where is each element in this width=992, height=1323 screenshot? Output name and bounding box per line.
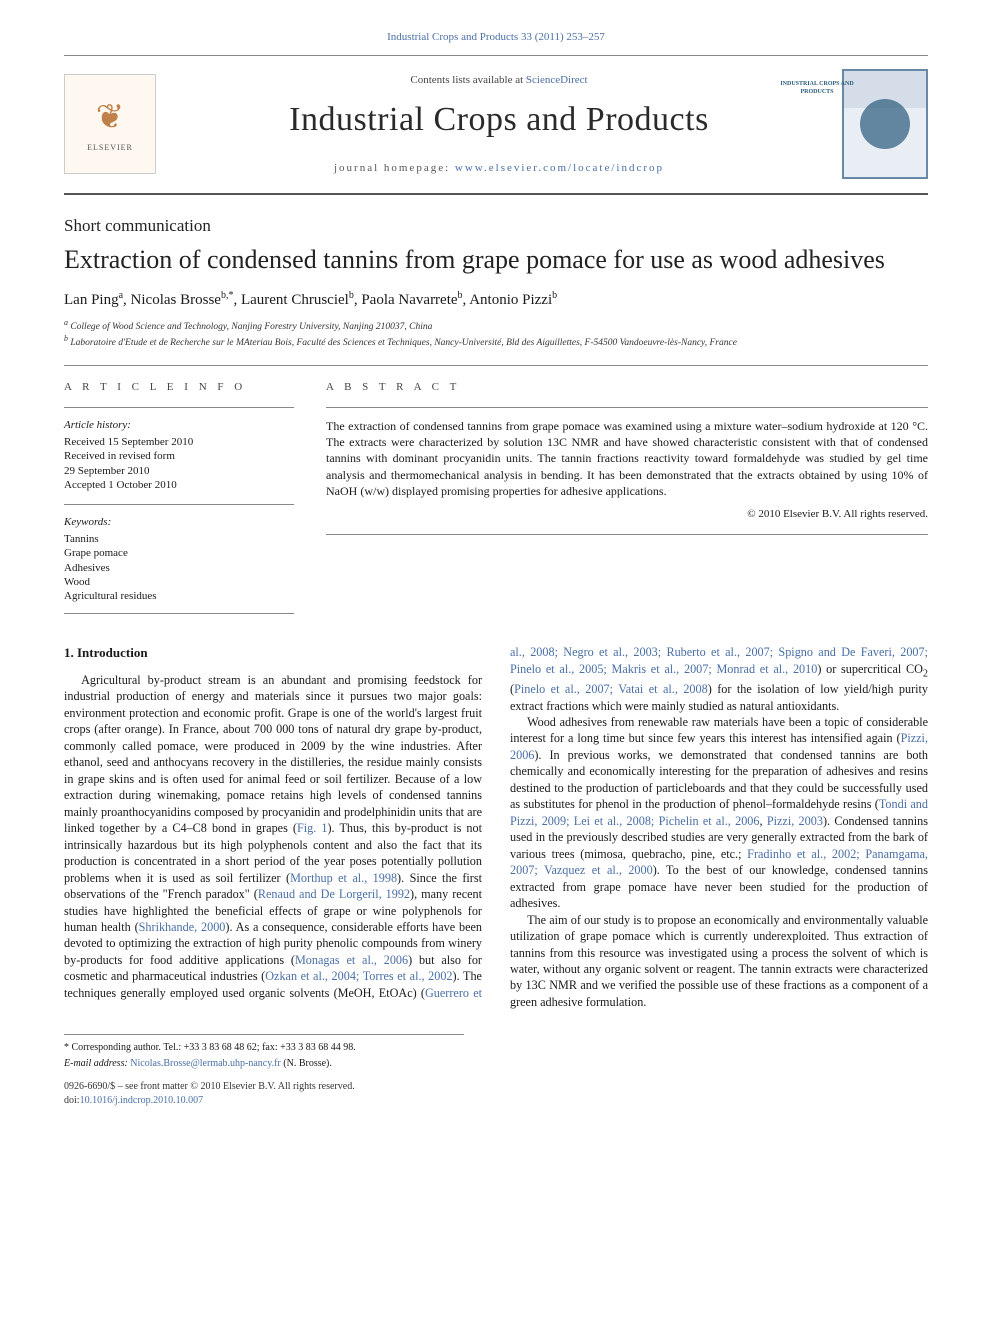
email-line: E-mail address: Nicolas.Brosse@lermab.uh… [64,1057,464,1071]
sciencedirect-link[interactable]: ScienceDirect [526,74,588,86]
affil-b-text: Laboratoire d'Etude et de Recherche sur … [70,338,737,348]
keywords-label: Keywords: [64,504,294,530]
elsevier-tree-icon: ❦ [96,95,125,141]
elsevier-label: ELSEVIER [87,143,133,154]
corr-author-line: * Corresponding author. Tel.: +33 3 83 6… [64,1041,464,1055]
authors-line: Lan Pinga, Nicolas Brosseb,*, Laurent Ch… [64,289,928,310]
intro-para-2: Wood adhesives from renewable raw materi… [510,714,928,912]
doi-line: doi:10.1016/j.indcrop.2010.10.007 [64,1094,928,1108]
homepage-url[interactable]: www.elsevier.com/locate/indcrop [455,162,664,174]
ref-link[interactable]: Monagas et al., 2006 [295,953,408,967]
affil-a-text: College of Wood Science and Technology, … [70,322,432,332]
article-content: Short communication Extraction of conden… [64,215,928,1011]
ref-link[interactable]: Ozkan et al., 2004; Torres et al., 2002 [265,969,452,983]
intro-para-3: The aim of our study is to propose an ec… [510,912,928,1011]
masthead-center: Contents lists available at ScienceDirec… [156,73,842,177]
section-label: Short communication [64,215,928,238]
cover-graphic-icon [860,99,910,149]
cover-label: INDUSTRIAL CROPS AND PRODUCTS [778,80,856,96]
ref-link[interactable]: Renaud and De Lorgeril, 1992 [258,887,410,901]
journal-masthead: ❦ ELSEVIER Contents lists available at S… [64,55,928,195]
contents-available-line: Contents lists available at ScienceDirec… [156,73,842,88]
affiliation-a: a College of Wood Science and Technology… [64,318,928,334]
ref-link[interactable]: Pinelo et al., 2007; Vatai et al., 2008 [514,682,708,696]
elsevier-logo[interactable]: ❦ ELSEVIER [64,74,156,174]
abstract-head: A B S T R A C T [326,380,928,395]
ref-link[interactable]: Shrikhande, 2000 [139,920,226,934]
doi-link[interactable]: 10.1016/j.indcrop.2010.10.007 [80,1095,204,1106]
keywords-lines: TanninsGrape pomaceAdhesivesWoodAgricult… [64,532,294,614]
article-info-head: A R T I C L E I N F O [64,380,294,395]
top-citation: Industrial Crops and Products 33 (2011) … [0,0,992,55]
copyright-line: © 2010 Elsevier B.V. All rights reserved… [326,507,928,535]
fig1-link[interactable]: Fig. 1 [297,821,328,835]
ref-link[interactable]: Morthup et al., 1998 [290,871,397,885]
issn-line: 0926-6690/$ – see front matter © 2010 El… [64,1080,928,1094]
info-abstract-row: A R T I C L E I N F O Article history: R… [64,365,928,614]
ref-link[interactable]: Pizzi, 2003 [767,814,823,828]
journal-homepage-line: journal homepage: www.elsevier.com/locat… [156,161,842,176]
history-lines: Received 15 September 2010Received in re… [64,435,294,492]
email-label: E-mail address: [64,1058,130,1069]
email-link[interactable]: Nicolas.Brosse@lermab.uhp-nancy.fr [130,1058,280,1069]
homepage-prefix: journal homepage: [334,162,455,174]
intro-heading: 1. Introduction [64,644,482,662]
article-info-col: A R T I C L E I N F O Article history: R… [64,380,294,614]
citation-text[interactable]: Industrial Crops and Products 33 (2011) … [387,31,605,43]
email-suffix: (N. Brosse). [281,1058,332,1069]
corresponding-author-block: * Corresponding author. Tel.: +33 3 83 6… [64,1034,464,1070]
affiliation-b: b Laboratoire d'Etude et de Recherche su… [64,334,928,350]
bottom-meta: 0926-6690/$ – see front matter © 2010 El… [64,1080,928,1107]
journal-title: Industrial Crops and Products [156,97,842,143]
contents-prefix: Contents lists available at [410,74,525,86]
abstract-col: A B S T R A C T The extraction of conden… [326,380,928,614]
abstract-text: The extraction of condensed tannins from… [326,407,928,499]
body-columns: 1. Introduction Agricultural by-product … [64,644,928,1010]
article-title: Extraction of condensed tannins from gra… [64,244,928,275]
history-label: Article history: [64,407,294,433]
